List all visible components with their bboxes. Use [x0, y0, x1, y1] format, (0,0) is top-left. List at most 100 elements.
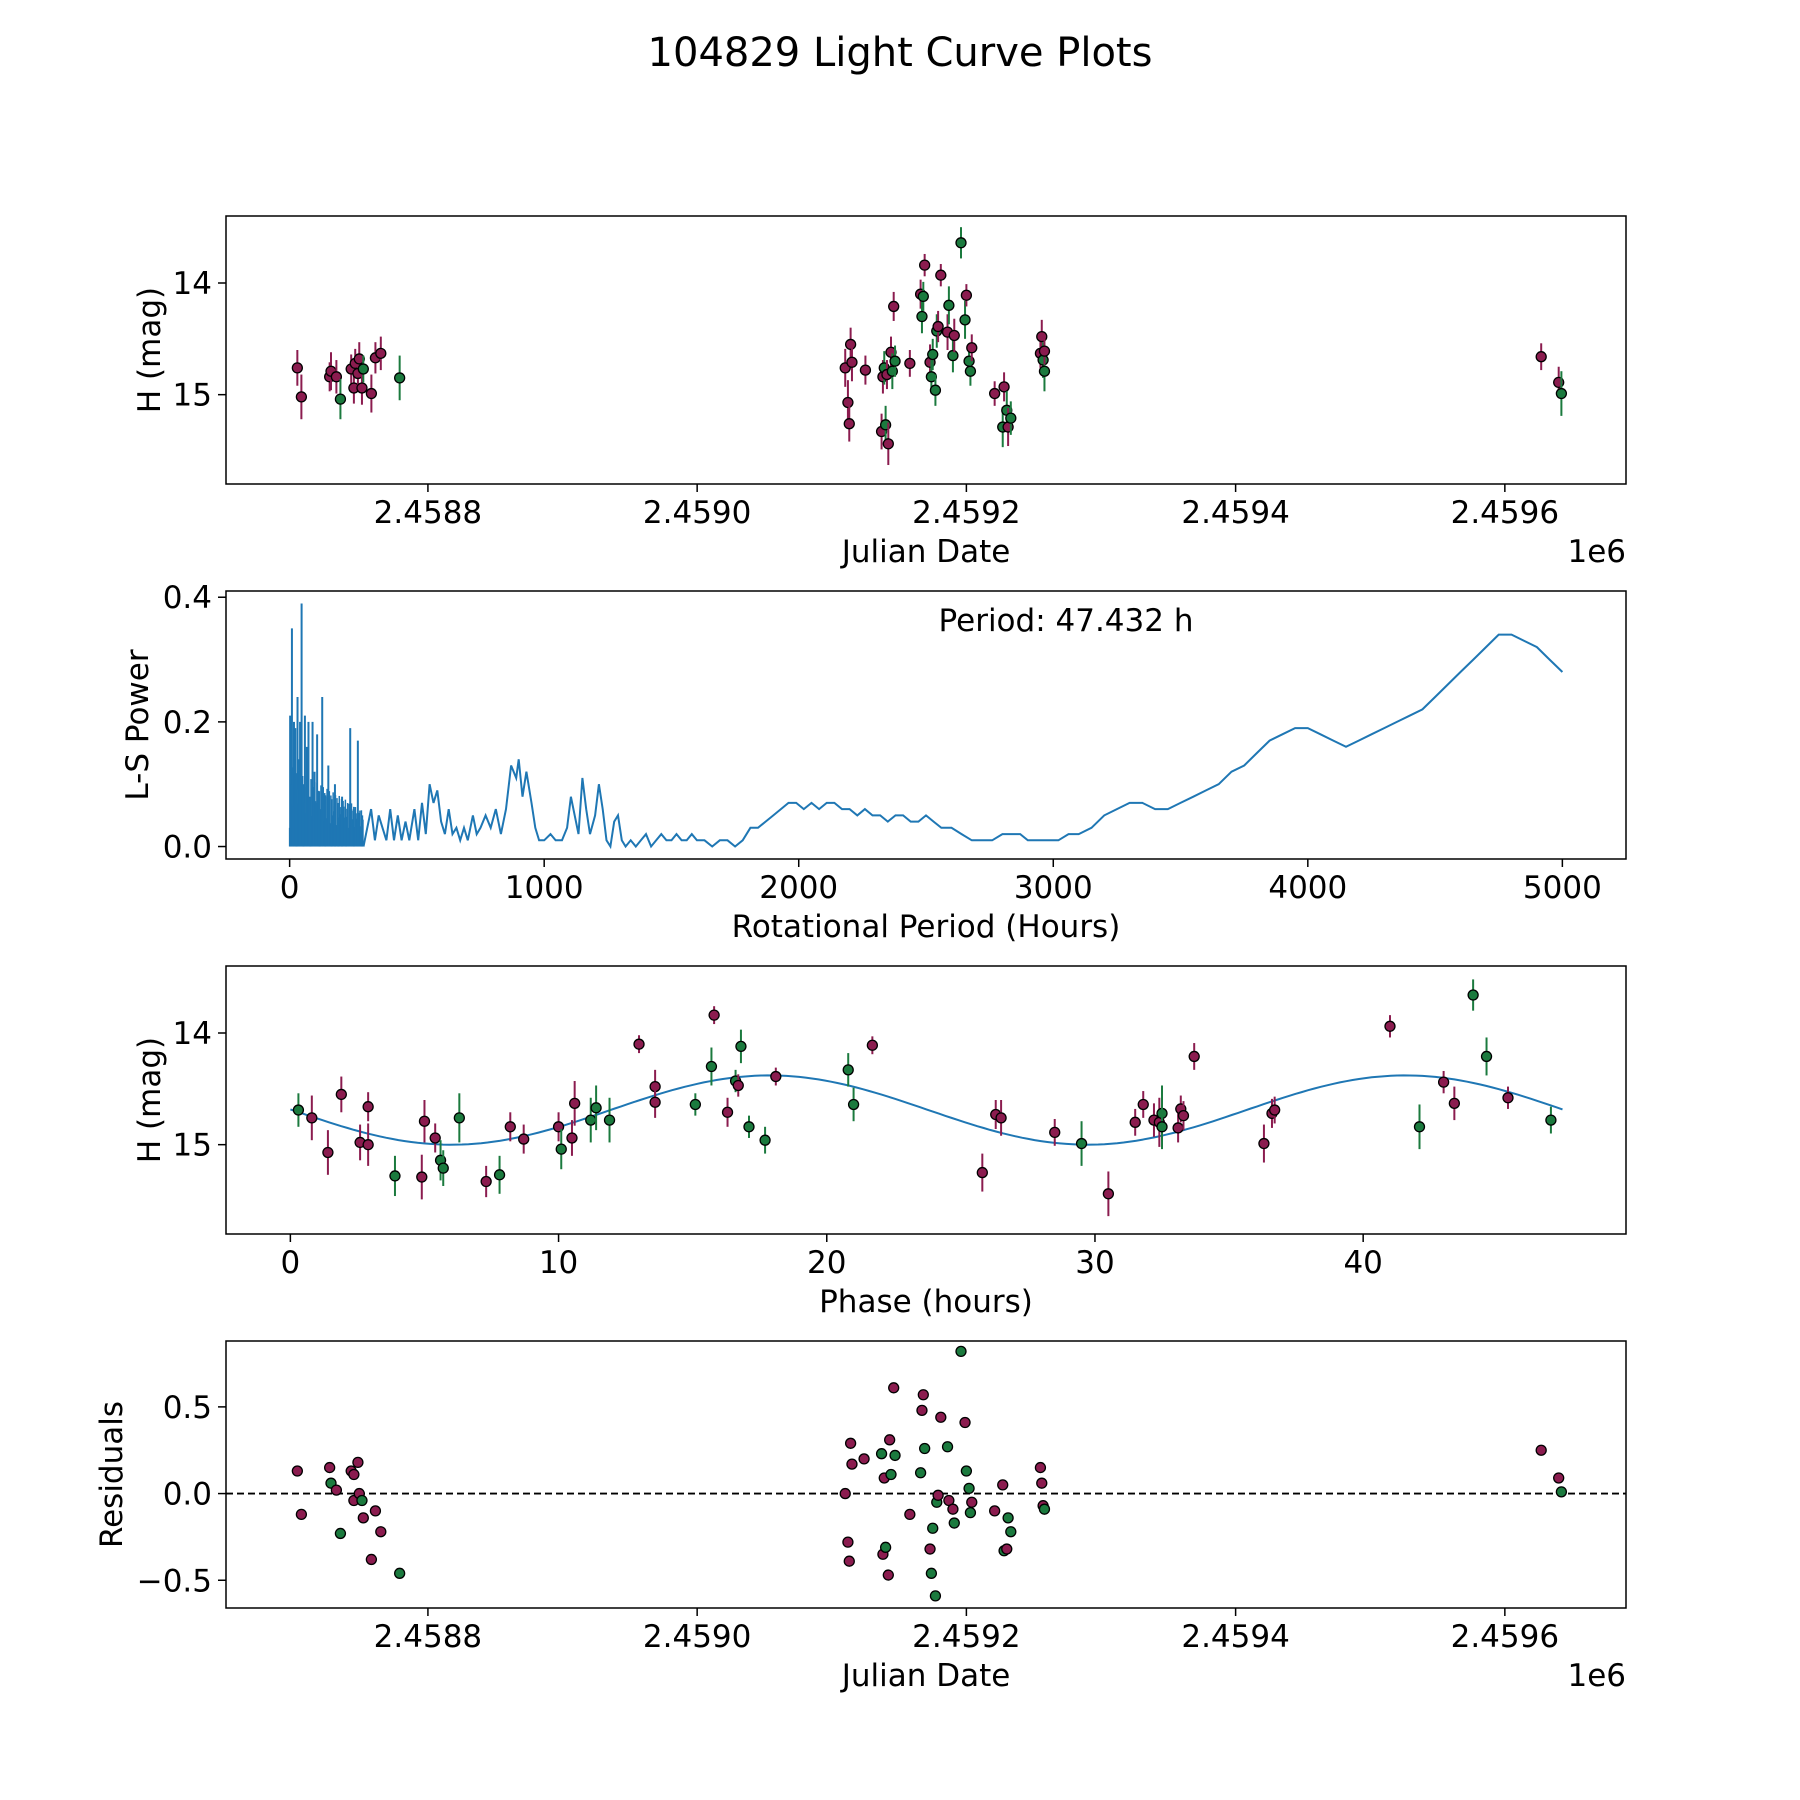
data-point: [1129, 1116, 1141, 1128]
data-point: [356, 382, 368, 394]
data-point: [929, 384, 942, 396]
data-point: [960, 1465, 973, 1477]
x-offset-label: 1e6: [1567, 1658, 1626, 1694]
data-point: [1038, 365, 1051, 377]
data-point: [964, 1506, 977, 1519]
axes-frame: [225, 1340, 1627, 1609]
data-point: [603, 1114, 616, 1126]
data-point: [917, 290, 929, 303]
data-point: [964, 365, 977, 377]
data-point: [291, 1465, 303, 1477]
data-point: [948, 329, 960, 342]
data-point: [357, 1512, 369, 1524]
data-point: [375, 1526, 387, 1538]
data-point: [705, 1060, 718, 1073]
data-point: [1467, 989, 1479, 1001]
data-point: [1038, 1503, 1051, 1515]
data-point: [1188, 1050, 1200, 1063]
data-point: [306, 1112, 318, 1124]
data-point: [1038, 345, 1051, 357]
data-point: [1448, 1097, 1461, 1109]
x-tick-label: 2.4590: [643, 1619, 751, 1655]
data-point: [1258, 1137, 1270, 1150]
data-point: [879, 1541, 892, 1553]
data-point: [504, 1121, 516, 1133]
x-tick-label: 1000: [505, 870, 584, 906]
data-point: [429, 1132, 441, 1144]
data-point: [932, 1489, 944, 1501]
data-point: [885, 1468, 897, 1481]
data-point: [844, 338, 857, 351]
y-tick-label: 0.2: [163, 705, 212, 741]
x-axis-label: Julian Date: [840, 534, 1011, 570]
data-point: [927, 1522, 939, 1534]
data-point: [322, 1146, 334, 1159]
periodogram-line: [362, 633, 1564, 850]
data-point: [917, 1389, 929, 1401]
data-point: [1036, 1477, 1048, 1489]
axes-frame: [225, 965, 1627, 1235]
data-point: [955, 1345, 967, 1358]
data-point: [292, 1104, 305, 1116]
data-point: [295, 1508, 308, 1521]
data-point: [943, 299, 955, 311]
x-axis-label: Phase (hours): [819, 1284, 1033, 1320]
data-point: [1049, 1126, 1061, 1139]
x-tick-label: 3000: [1014, 870, 1093, 906]
data-point: [966, 342, 978, 354]
x-axis-label: Rotational Period (Hours): [732, 909, 1121, 945]
data-point: [335, 1088, 347, 1101]
data-point: [846, 356, 858, 368]
data-point: [1075, 1137, 1088, 1150]
y-tick-label: −0.5: [137, 1563, 212, 1599]
data-point: [916, 310, 928, 323]
data-point: [356, 1494, 368, 1507]
data-point: [295, 391, 308, 403]
y-tick-label: 15: [173, 378, 212, 414]
x-tick-label: 5000: [1523, 870, 1602, 906]
data-point: [1555, 387, 1568, 400]
data-point: [932, 320, 944, 333]
data-point: [369, 1505, 382, 1517]
data-point: [839, 1487, 851, 1500]
data-point: [847, 1098, 860, 1111]
x-tick-label: 30: [1075, 1245, 1114, 1281]
x-tick-label: 10: [539, 1245, 578, 1281]
x-tick-label: 2.4596: [1451, 495, 1559, 531]
axes-frame: [225, 590, 1627, 860]
data-point: [1172, 1122, 1184, 1134]
data-point: [1005, 1526, 1017, 1538]
periodogram-panel: 0 1000 2000 3000 4000 5000 0.0 0.2 0.4 Rotational…: [120, 580, 1627, 945]
data-point: [989, 387, 1001, 400]
data-point: [352, 1456, 364, 1469]
x-tick-label: 2.4592: [912, 1619, 1020, 1655]
data-point: [633, 1038, 645, 1050]
data-point: [859, 364, 872, 376]
axes-frame: [225, 215, 1627, 485]
data-point: [998, 381, 1010, 393]
data-point: [884, 1434, 896, 1446]
data-point: [947, 349, 959, 362]
data-point: [365, 387, 378, 400]
data-point: [1555, 1486, 1568, 1498]
data-point: [843, 418, 855, 430]
data-point: [416, 1171, 428, 1183]
data-point: [1102, 1188, 1115, 1200]
data-point: [1156, 1121, 1168, 1133]
data-point: [1001, 1543, 1013, 1555]
data-point: [959, 314, 971, 326]
data-point: [919, 259, 931, 271]
x-tick-label: 0: [280, 870, 300, 906]
data-point: [919, 1442, 931, 1455]
data-point: [453, 1112, 465, 1124]
y-axis-label: L-S Power: [120, 649, 156, 800]
data-point: [585, 1114, 597, 1126]
data-point: [365, 1553, 378, 1566]
data-point: [418, 1115, 431, 1127]
data-point: [924, 1543, 936, 1555]
y-tick-label: 0.4: [163, 580, 212, 616]
data-point: [394, 372, 406, 384]
data-point: [291, 362, 303, 374]
data-point: [1535, 1444, 1547, 1456]
